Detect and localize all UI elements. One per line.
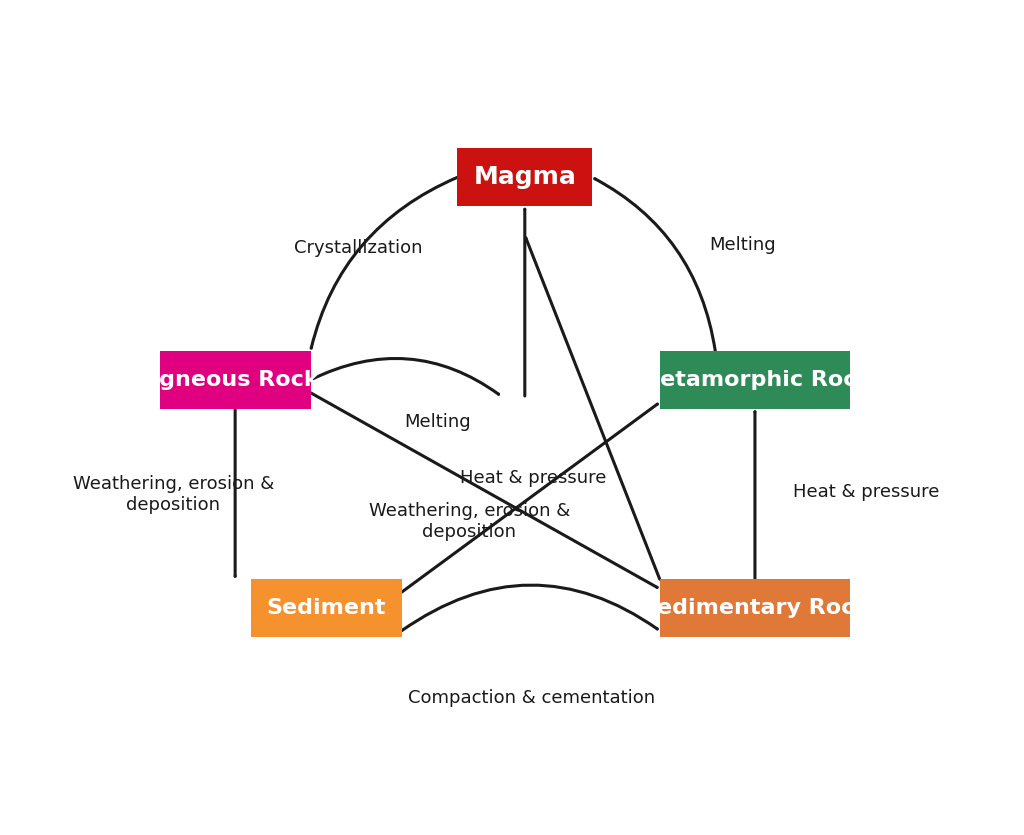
Text: Melting: Melting — [710, 235, 776, 254]
Text: Heat & pressure: Heat & pressure — [460, 469, 606, 488]
Text: Crystallization: Crystallization — [294, 239, 422, 257]
FancyBboxPatch shape — [160, 351, 310, 409]
FancyArrowPatch shape — [526, 238, 659, 579]
FancyBboxPatch shape — [251, 579, 401, 637]
Text: Sedimentary Rock: Sedimentary Rock — [641, 598, 869, 618]
Text: Compaction & cementation: Compaction & cementation — [408, 689, 654, 707]
FancyArrowPatch shape — [401, 585, 657, 630]
Text: Magma: Magma — [473, 165, 577, 190]
Text: Weathering, erosion &
deposition: Weathering, erosion & deposition — [369, 502, 570, 541]
FancyArrowPatch shape — [595, 179, 715, 351]
FancyBboxPatch shape — [458, 149, 592, 206]
Text: Metamorphic Rock: Metamorphic Rock — [638, 370, 871, 390]
FancyBboxPatch shape — [659, 579, 850, 637]
FancyArrowPatch shape — [310, 358, 499, 394]
FancyArrowPatch shape — [310, 392, 657, 587]
Text: Sediment: Sediment — [266, 598, 386, 618]
Text: Melting: Melting — [404, 412, 471, 431]
FancyArrowPatch shape — [311, 177, 458, 348]
Text: Heat & pressure: Heat & pressure — [793, 483, 939, 501]
Text: Weathering, erosion &
deposition: Weathering, erosion & deposition — [73, 475, 273, 514]
Text: Igneous Rock: Igneous Rock — [152, 370, 318, 390]
FancyArrowPatch shape — [401, 404, 657, 592]
FancyBboxPatch shape — [659, 351, 850, 409]
